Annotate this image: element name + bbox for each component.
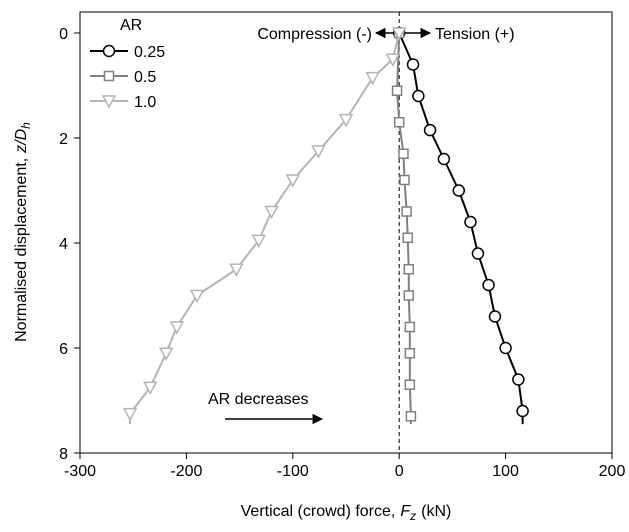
legend-marker xyxy=(102,44,116,58)
y-label-sub: h xyxy=(19,122,33,129)
marker xyxy=(404,379,416,390)
marker xyxy=(403,290,415,301)
marker xyxy=(311,145,326,159)
marker xyxy=(142,381,158,395)
marker xyxy=(452,184,466,197)
marker xyxy=(158,347,174,361)
legend-marker xyxy=(101,95,117,109)
y-tick-label: 8 xyxy=(59,446,68,463)
legend-label: 1.0 xyxy=(134,94,156,111)
series-line xyxy=(129,32,401,425)
x-tick-label: -200 xyxy=(170,463,202,480)
marker xyxy=(264,205,279,220)
marker xyxy=(499,341,512,355)
marker xyxy=(437,152,451,166)
plot-frame xyxy=(79,11,613,454)
compression-label: Compression (-) xyxy=(257,26,372,43)
x-tick-label: 100 xyxy=(492,463,519,480)
marker xyxy=(488,310,502,323)
marker xyxy=(169,321,185,335)
marker xyxy=(285,174,301,188)
x-label-sub: z xyxy=(409,509,416,523)
marker xyxy=(122,407,138,422)
marker xyxy=(251,234,267,248)
marker xyxy=(402,232,413,243)
legend-label: 0.25 xyxy=(134,44,165,61)
marker xyxy=(398,148,409,159)
y-tick-label: 6 xyxy=(59,341,68,358)
marker xyxy=(464,215,477,229)
marker xyxy=(365,71,380,86)
tension-label: Tension (+) xyxy=(435,26,515,43)
legend-marker xyxy=(103,70,115,82)
y-label-text: Normalised displacement, xyxy=(13,158,30,342)
marker xyxy=(406,58,420,71)
marker xyxy=(512,373,525,386)
marker xyxy=(189,289,205,304)
x-label-text: Vertical (crowd) force, xyxy=(241,503,396,520)
legend-title: AR xyxy=(120,17,142,34)
marker xyxy=(338,113,354,128)
x-tick-label: -300 xyxy=(64,463,96,480)
marker xyxy=(393,117,405,128)
marker xyxy=(516,404,529,418)
marker xyxy=(412,89,425,103)
marker xyxy=(391,85,403,96)
y-tick-label: 4 xyxy=(59,236,68,253)
legend-label: 0.5 xyxy=(134,69,156,86)
marker xyxy=(403,264,415,275)
y-tick-label: 2 xyxy=(59,131,68,148)
marker xyxy=(391,27,407,41)
x-tick-label: 0 xyxy=(395,463,404,480)
marker xyxy=(404,321,416,333)
marker xyxy=(471,247,485,260)
marker xyxy=(399,174,410,186)
x-label-var: F xyxy=(400,503,411,520)
trend-label: AR decreases xyxy=(208,391,309,408)
y-tick-label: 0 xyxy=(59,26,68,43)
x-axis-label: Vertical (crowd) force, Fz (kN) xyxy=(241,503,452,523)
marker xyxy=(482,278,495,292)
marker xyxy=(405,411,417,422)
x-tick-label: -100 xyxy=(277,463,309,480)
x-label-unit: (kN) xyxy=(421,503,451,520)
x-tick-label: 200 xyxy=(599,463,626,480)
marker xyxy=(401,206,412,217)
marker xyxy=(423,123,437,137)
y-label-var: z/D xyxy=(13,128,30,153)
marker xyxy=(229,263,244,277)
marker xyxy=(404,348,416,359)
y-axis-label: Normalised displacement, z/Dh xyxy=(13,122,33,342)
marker xyxy=(385,53,401,67)
